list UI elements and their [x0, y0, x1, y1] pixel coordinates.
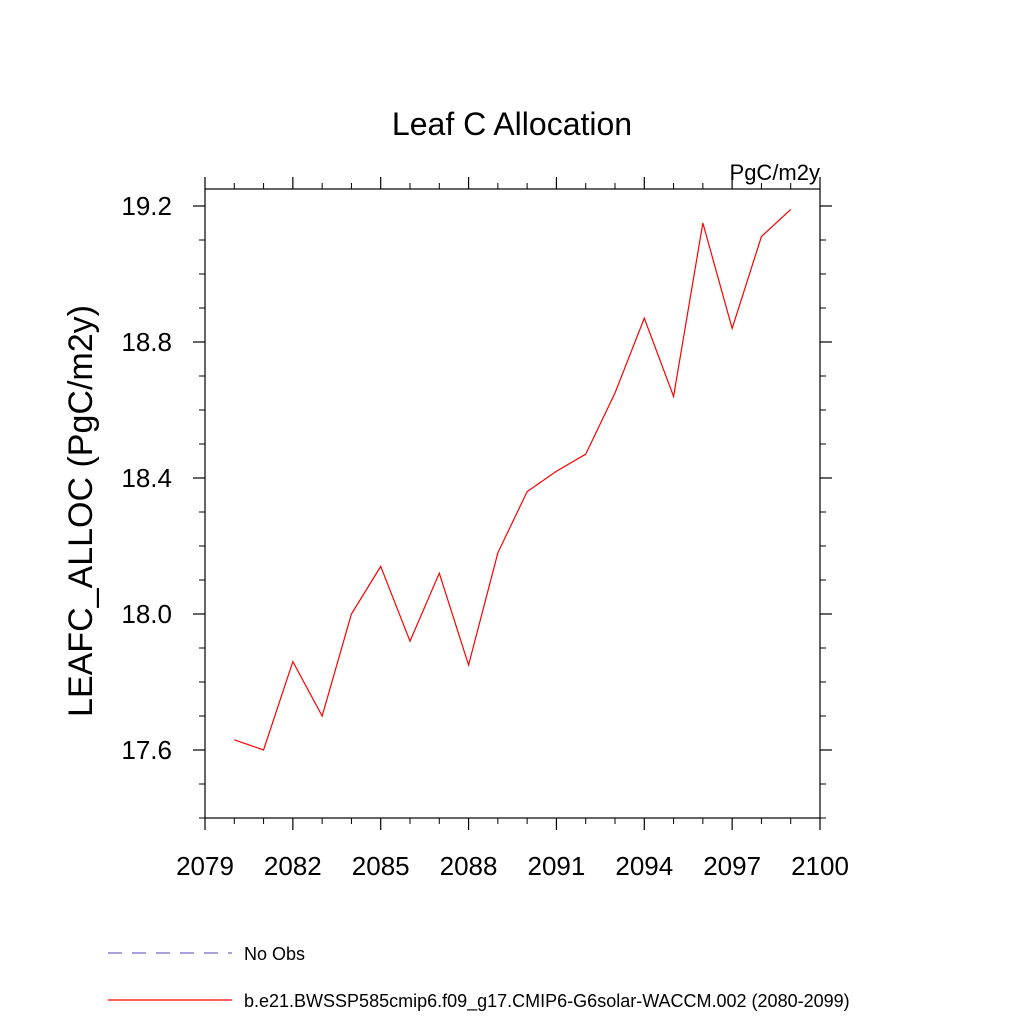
- y-axis: 17.6 18.0 18.4 18.8 19.2: [121, 191, 832, 819]
- units-label: PgC/m2y: [730, 160, 820, 185]
- legend-label: b.e21.BWSSP585cmip6.f09_g17.CMIP6-G6sola…: [244, 991, 850, 1012]
- chart-title: Leaf C Allocation: [392, 106, 632, 142]
- x-tick-label: 2088: [440, 851, 498, 881]
- x-tick-label: 2091: [528, 851, 586, 881]
- y-tick-label: 17.6: [121, 735, 172, 765]
- y-tick-label: 19.2: [121, 191, 172, 221]
- plot-frame: [204, 188, 821, 819]
- series-line: [234, 208, 792, 751]
- x-tick-label: 2082: [264, 851, 322, 881]
- y-axis-label: LEAFC_ALLOC (PgC/m2y): [62, 305, 100, 717]
- y-tick-label: 18.8: [121, 327, 172, 357]
- x-tick-label: 2094: [615, 851, 673, 881]
- x-tick-label: 2100: [791, 851, 849, 881]
- y-tick-label: 18.0: [121, 599, 172, 629]
- x-tick-label: 2085: [352, 851, 410, 881]
- legend-label: No Obs: [244, 944, 305, 964]
- x-axis: 2079 2082 2085 2088 2091 2094 2097 2100: [176, 177, 849, 881]
- x-tick-label: 2079: [176, 851, 234, 881]
- x-tick-label: 2097: [703, 851, 761, 881]
- series-layer: [234, 208, 792, 751]
- legend: No Obs b.e21.BWSSP585cmip6.f09_g17.CMIP6-…: [108, 944, 850, 1012]
- y-tick-label: 18.4: [121, 463, 172, 493]
